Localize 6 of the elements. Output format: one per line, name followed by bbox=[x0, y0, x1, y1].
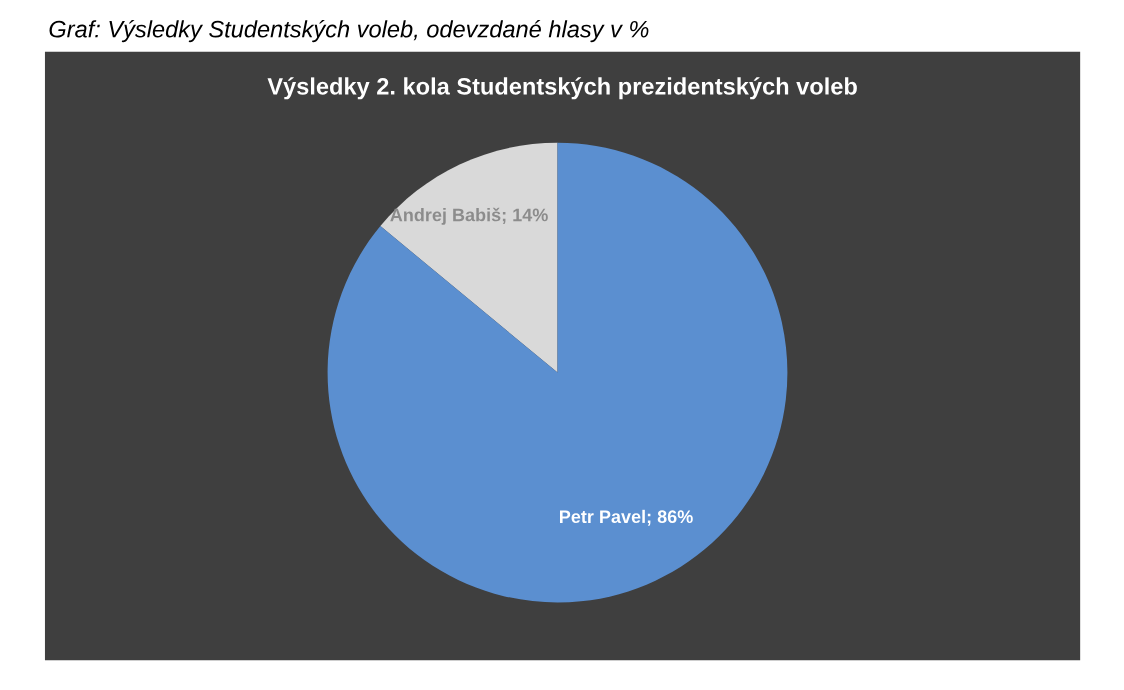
chart-title: Výsledky 2. kola Studentských prezidentských voleb bbox=[267, 77, 857, 100]
pie-slice bbox=[327, 142, 788, 603]
slice-label: Andrej Babiš; 14% bbox=[390, 207, 548, 225]
text: Graf: Výsledky Studentských voleb, odevzdané hlasy v % bbox=[49, 19, 649, 43]
pie-slice bbox=[380, 142, 558, 373]
slice-label: Petr Pavel; 86% bbox=[559, 509, 693, 526]
